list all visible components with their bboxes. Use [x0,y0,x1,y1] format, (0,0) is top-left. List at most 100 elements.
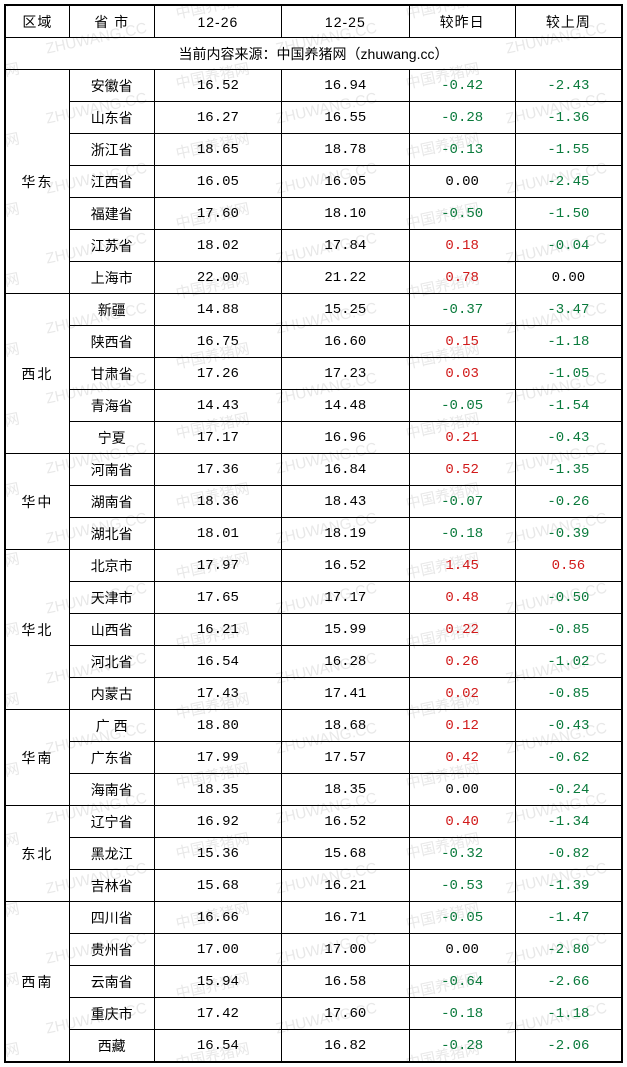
source-text: 当前内容来源：中国养猪网（zhuwang.cc） [6,38,622,70]
province-cell: 天津市 [69,582,154,614]
table-row: 宁夏17.1716.960.21-0.43 [6,422,622,454]
value-date1: 16.05 [154,166,281,198]
delta-week-cell: -1.18 [515,998,621,1030]
value-date1: 17.17 [154,422,281,454]
province-cell: 山东省 [69,102,154,134]
province-cell: 湖南省 [69,486,154,518]
delta-day-cell: 0.00 [409,934,515,966]
value-date1: 18.02 [154,230,281,262]
value-date2: 18.35 [282,774,409,806]
value-date1: 15.94 [154,966,281,998]
value-date2: 17.84 [282,230,409,262]
value-date1: 18.65 [154,134,281,166]
table-row: 江苏省18.0217.840.18-0.04 [6,230,622,262]
region-cell: 华北 [6,550,70,710]
header-row: 区域 省 市 12-26 12-25 较昨日 较上周 [6,6,622,38]
delta-week-cell: -0.50 [515,582,621,614]
delta-day-cell: 0.00 [409,774,515,806]
province-cell: 江苏省 [69,230,154,262]
table-row: 湖南省18.3618.43-0.07-0.26 [6,486,622,518]
region-cell: 东北 [6,806,70,902]
table-body: 当前内容来源：中国养猪网（zhuwang.cc） 华东安徽省 16.52 16.94… [6,38,622,1062]
table-row: 西南四川省16.6616.71-0.05-1.47 [6,902,622,934]
table-row: 吉林省15.6816.21-0.53-1.39 [6,870,622,902]
header-region: 区域 [6,6,70,38]
table-row: 浙江省18.6518.78-0.13-1.55 [6,134,622,166]
delta-week-cell: -2.45 [515,166,621,198]
value-date1: 17.42 [154,998,281,1030]
value-date2: 15.25 [282,294,409,326]
delta-day-cell: 0.52 [409,454,515,486]
value-date2: 17.17 [282,582,409,614]
value-date2: 16.21 [282,870,409,902]
province-cell: 河南省 [69,454,154,486]
value-date1: 16.75 [154,326,281,358]
table-row: 山东省16.2716.55-0.28-1.36 [6,102,622,134]
value-date1: 18.80 [154,710,281,742]
delta-day-cell: -0.37 [409,294,515,326]
delta-week-cell: -0.39 [515,518,621,550]
delta-day-cell: 0.12 [409,710,515,742]
value-date2: 16.60 [282,326,409,358]
value-date1: 17.60 [154,198,281,230]
delta-day-cell: -0.32 [409,838,515,870]
delta-day-cell: -0.07 [409,486,515,518]
province-cell: 甘肃省 [69,358,154,390]
value-date2: 17.00 [282,934,409,966]
province-cell: 辽宁省 [69,806,154,838]
value-date1: 16.66 [154,902,281,934]
delta-week-cell: -1.18 [515,326,621,358]
value-date2: 15.99 [282,614,409,646]
value-date2: 16.55 [282,102,409,134]
source-row: 当前内容来源：中国养猪网（zhuwang.cc） [6,38,622,70]
delta-week-cell: -0.26 [515,486,621,518]
table-row: 江西省16.0516.050.00-2.45 [6,166,622,198]
value-date2: 14.48 [282,390,409,422]
delta-day-cell: 0.78 [409,262,515,294]
delta-week-cell: -0.43 [515,710,621,742]
province-cell: 河北省 [69,646,154,678]
delta-day-cell: -0.64 [409,966,515,998]
table-row: 天津市17.6517.170.48-0.50 [6,582,622,614]
delta-week-cell: -0.85 [515,678,621,710]
province-cell: 安徽省 [69,70,154,102]
province-cell: 海南省 [69,774,154,806]
table-row: 山西省16.2115.990.22-0.85 [6,614,622,646]
price-table-container: 中国养猪网ZHUWANG.CC中国养猪网ZHUWANG.CC中国养猪网ZHUWA… [4,4,623,1063]
delta-day-cell: 0.40 [409,806,515,838]
value-date1: 15.36 [154,838,281,870]
delta-week-cell: -1.54 [515,390,621,422]
table-row: 华北北京市17.9716.521.450.56 [6,550,622,582]
delta-week-cell: -0.43 [515,422,621,454]
province-cell: 宁夏 [69,422,154,454]
value-date1: 16.27 [154,102,281,134]
value-date2: 16.28 [282,646,409,678]
value-date1: 22.00 [154,262,281,294]
province-cell: 新疆 [69,294,154,326]
province-cell: 重庆市 [69,998,154,1030]
table-row: 甘肃省17.2617.230.03-1.05 [6,358,622,390]
region-cell: 华东 [6,70,70,294]
value-date1: 14.43 [154,390,281,422]
province-cell: 广 西 [69,710,154,742]
header-date2: 12-25 [282,6,409,38]
table-row: 内蒙古17.4317.410.02-0.85 [6,678,622,710]
delta-week-cell: -1.55 [515,134,621,166]
delta-week-cell: -1.02 [515,646,621,678]
value-date1: 15.68 [154,870,281,902]
province-cell: 内蒙古 [69,678,154,710]
value-date2: 18.19 [282,518,409,550]
value-date1: 17.00 [154,934,281,966]
region-cell: 西南 [6,902,70,1062]
delta-day-cell: -0.05 [409,902,515,934]
table-row: 陕西省16.7516.600.15-1.18 [6,326,622,358]
value-date1: 18.01 [154,518,281,550]
province-cell: 福建省 [69,198,154,230]
delta-week-cell: -1.36 [515,102,621,134]
delta-day-cell: -0.18 [409,998,515,1030]
value-date2: 16.52 [282,806,409,838]
value-date2: 16.94 [282,70,409,102]
delta-day-cell: 0.00 [409,166,515,198]
value-date2: 16.58 [282,966,409,998]
delta-week-cell: -1.05 [515,358,621,390]
